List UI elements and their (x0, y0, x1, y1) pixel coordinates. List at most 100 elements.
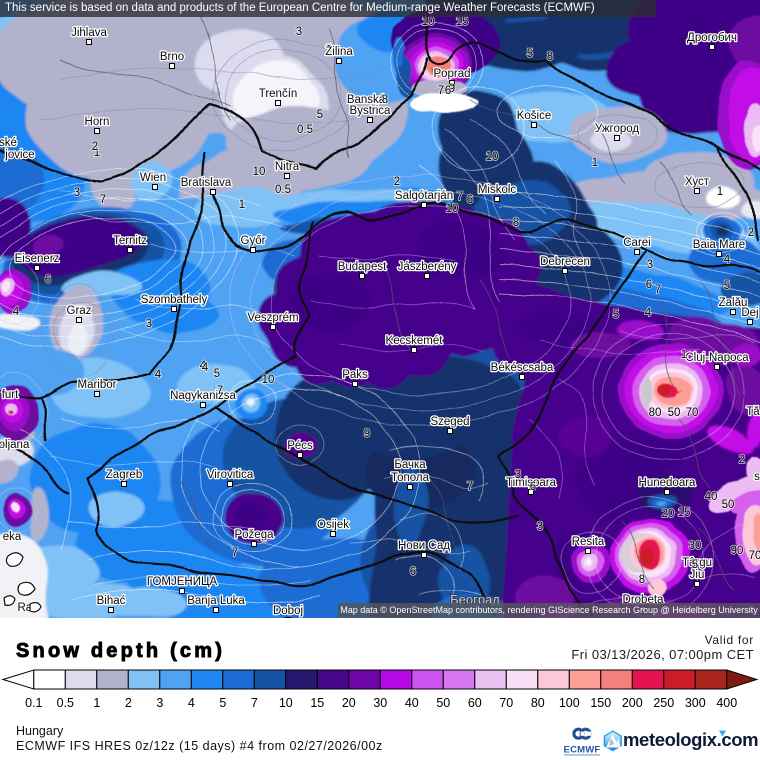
svg-text:Bratislava: Bratislava (181, 177, 232, 189)
svg-text:Virovitica: Virovitica (207, 469, 254, 481)
svg-text:ské: ské (0, 137, 17, 149)
svg-text:2: 2 (739, 454, 745, 466)
svg-text:furt: furt (2, 389, 19, 401)
svg-text:ECMWF: ECMWF (564, 745, 601, 756)
svg-text:4: 4 (155, 369, 162, 381)
svg-text:3: 3 (74, 187, 80, 199)
svg-text:Budapest: Budapest (338, 261, 387, 273)
svg-text:0.5: 0.5 (297, 124, 313, 136)
svg-text:10: 10 (422, 16, 435, 28)
svg-text:s: s (754, 471, 760, 483)
svg-text:Doboj: Doboj (273, 605, 303, 617)
svg-text:0.1: 0.1 (25, 696, 42, 710)
svg-text:jovice: jovice (4, 149, 34, 161)
svg-text:2: 2 (394, 176, 400, 188)
svg-text:1: 1 (93, 696, 100, 710)
svg-text:10: 10 (446, 203, 459, 215)
svg-text:10: 10 (253, 166, 266, 178)
svg-text:Paks: Paks (342, 369, 368, 381)
svg-text:3: 3 (515, 469, 521, 481)
svg-text:4: 4 (202, 362, 209, 374)
svg-text:Тă: Тă (746, 406, 760, 418)
svg-text:7: 7 (232, 547, 238, 559)
svg-text:Brno: Brno (160, 51, 184, 63)
svg-text:Ternitz: Ternitz (113, 235, 147, 247)
svg-text:7: 7 (457, 191, 463, 203)
svg-text:8: 8 (639, 574, 645, 586)
svg-text:Дрогобич: Дрогобич (687, 32, 737, 44)
svg-text:400: 400 (716, 696, 737, 710)
svg-text:1: 1 (239, 199, 245, 211)
svg-text:70: 70 (499, 696, 513, 710)
svg-text:80: 80 (531, 696, 545, 710)
svg-text:Нови Сад: Нови Сад (398, 540, 450, 552)
svg-text:7: 7 (100, 194, 106, 206)
svg-text:Trenčín: Trenčín (259, 88, 298, 100)
svg-text:5: 5 (613, 309, 619, 321)
svg-text:Dej: Dej (741, 307, 758, 319)
svg-text:Carei: Carei (623, 237, 650, 249)
svg-text:5: 5 (219, 696, 226, 710)
svg-text:15: 15 (678, 507, 691, 519)
svg-text:5: 5 (214, 368, 220, 380)
svg-text:Ужгород: Ужгород (595, 123, 639, 135)
svg-text:30: 30 (689, 540, 702, 552)
svg-text:10: 10 (486, 151, 499, 163)
svg-text:2: 2 (92, 141, 98, 153)
svg-text:Miskolc: Miskolc (478, 184, 517, 196)
svg-text:6: 6 (410, 566, 416, 578)
svg-text:9: 9 (364, 428, 370, 440)
svg-text:6: 6 (45, 274, 51, 286)
svg-text:Graz: Graz (67, 305, 92, 317)
svg-text:Timişoara: Timişoara (506, 477, 557, 489)
svg-text:Požega: Požega (234, 529, 274, 541)
svg-text:7: 7 (217, 385, 223, 397)
svg-text:10: 10 (262, 374, 275, 386)
svg-text:4: 4 (188, 696, 195, 710)
svg-text:Hunedoara: Hunedoara (639, 477, 697, 489)
svg-text:Szombathely: Szombathely (141, 294, 208, 306)
svg-text:7: 7 (655, 284, 661, 296)
svg-text:4: 4 (13, 306, 20, 318)
svg-text:50: 50 (436, 696, 450, 710)
svg-text:Bystrica: Bystrica (350, 105, 392, 117)
svg-text:7: 7 (467, 481, 473, 493)
svg-text:80: 80 (649, 407, 662, 419)
svg-text:Poprad: Poprad (433, 68, 470, 80)
svg-text:Târgu: Târgu (682, 557, 712, 569)
svg-text:20: 20 (662, 508, 675, 520)
svg-text:6: 6 (445, 85, 451, 97)
svg-text:Wien: Wien (140, 172, 166, 184)
svg-text:300: 300 (685, 696, 706, 710)
svg-text:Bihać: Bihać (97, 595, 126, 607)
svg-text:40: 40 (705, 491, 718, 503)
svg-text:Zagreb: Zagreb (106, 469, 142, 481)
svg-text:Nagykanizsa: Nagykanizsa (170, 390, 236, 402)
svg-text:Kecskemét: Kecskemét (386, 335, 444, 347)
svg-text:1: 1 (681, 349, 687, 361)
svg-text:3: 3 (156, 696, 163, 710)
svg-text:Szeged: Szeged (430, 416, 469, 428)
svg-text:3: 3 (296, 26, 302, 38)
svg-text:Zalău: Zalău (719, 297, 748, 309)
svg-text:5: 5 (527, 48, 533, 60)
svg-text:1: 1 (717, 186, 723, 198)
svg-text:Debrecen: Debrecen (540, 256, 590, 268)
svg-text:4: 4 (200, 360, 207, 372)
svg-text:Baia Mare: Baia Mare (693, 239, 745, 251)
svg-text:ГОМЈЕНИЦА: ГОМЈЕНИЦА (147, 576, 218, 588)
svg-text:100: 100 (559, 696, 580, 710)
svg-text:60: 60 (468, 696, 482, 710)
svg-text:2: 2 (748, 227, 754, 239)
svg-text:8: 8 (513, 217, 519, 229)
svg-text:Топола: Топола (391, 472, 430, 484)
svg-text:Žilina: Žilina (325, 45, 353, 58)
svg-text:1: 1 (592, 157, 598, 169)
svg-text:Cluj-Napoca: Cluj-Napoca (685, 352, 749, 364)
svg-text:2: 2 (125, 696, 132, 710)
svg-text:Banja Luka: Banja Luka (187, 595, 245, 607)
svg-text:Salgótarján: Salgótarján (395, 190, 453, 202)
svg-text:5: 5 (692, 559, 698, 571)
svg-text:6: 6 (646, 279, 652, 291)
svg-text:Jászberény: Jászberény (398, 261, 457, 273)
